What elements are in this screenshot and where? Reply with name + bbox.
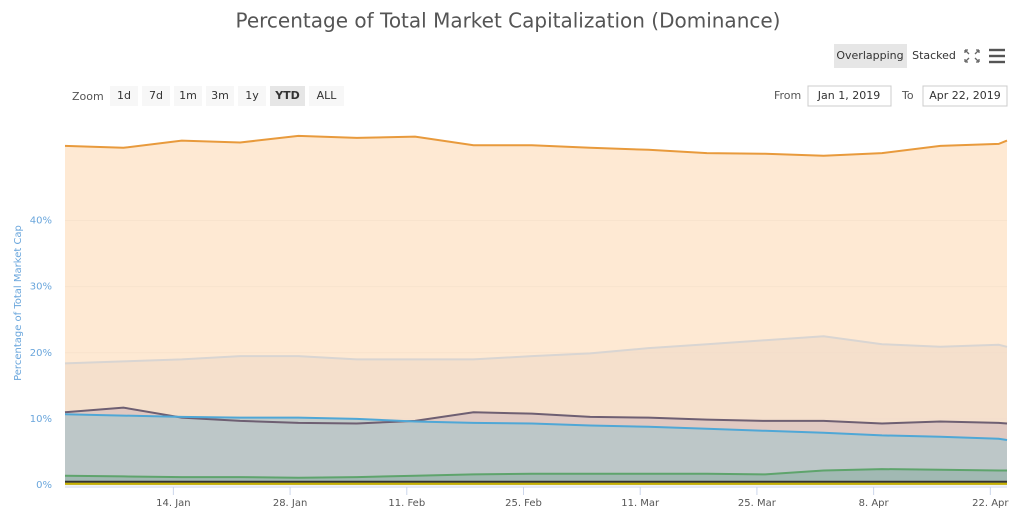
line (64, 468, 1007, 479)
zoom-button-bg (174, 86, 202, 106)
button-bg (834, 44, 907, 68)
x-tick-label: 11. Feb (388, 498, 425, 509)
zoom-button[interactable]: 1y (245, 89, 259, 102)
from-value: Jan 1, 2019 (817, 89, 880, 102)
line (64, 134, 1008, 157)
zoom-button-bg (142, 86, 170, 106)
zoom-button-bg (270, 86, 305, 106)
zoom-button[interactable]: 1m (179, 89, 197, 102)
from-label: From (774, 89, 801, 102)
view-button[interactable]: Stacked (912, 49, 956, 62)
zoom-button-bg (238, 86, 266, 106)
zoom-button[interactable]: 7d (149, 89, 163, 102)
x-tick-label: 11. Mar (621, 498, 660, 509)
from-input[interactable] (807, 85, 892, 107)
to-label: To (901, 89, 914, 102)
zoom-button-bg (110, 86, 138, 106)
y-tick-label: 40% (30, 216, 52, 227)
x-tick-label: 28. Jan (273, 498, 308, 509)
zoom-button[interactable]: 1d (117, 89, 131, 102)
zoom-button[interactable]: YTD (274, 89, 300, 102)
x-tick-label: 8. Apr (859, 498, 890, 509)
x-tick-label: 25. Mar (738, 498, 777, 509)
menu-icon[interactable] (989, 48, 1005, 64)
x-tick-label: 22. Apr (972, 498, 1009, 509)
zoom-button[interactable]: 3m (211, 89, 229, 102)
y-tick-label: 20% (30, 348, 52, 359)
chart-title: Percentage of Total Market Capitalizatio… (236, 9, 781, 33)
fullscreen-icon[interactable] (964, 49, 980, 63)
y-tick-label: 10% (30, 414, 52, 425)
zoom-button-bg (206, 86, 234, 106)
to-input[interactable] (922, 85, 1008, 107)
view-toggle: Overlapping Stacked (834, 44, 1005, 68)
zoom-buttons: 1d 7d 1m 3m 1y YTD ALL (110, 86, 344, 106)
to-value: Apr 22, 2019 (929, 89, 1001, 102)
view-button[interactable]: Overlapping (836, 49, 903, 62)
x-tick-label: 14. Jan (156, 498, 191, 509)
line (64, 335, 1008, 365)
y-tick-label: 0% (36, 480, 52, 491)
x-tick-label: 25. Feb (505, 498, 542, 509)
y-axis-title: Percentage of Total Market Cap (13, 225, 24, 381)
y-tick-label: 30% (30, 282, 52, 293)
zoom-button[interactable]: ALL (317, 89, 338, 102)
line (64, 406, 1008, 425)
zoom-label: Zoom (72, 90, 104, 103)
line (64, 413, 1008, 441)
zoom-button-bg (309, 86, 344, 106)
